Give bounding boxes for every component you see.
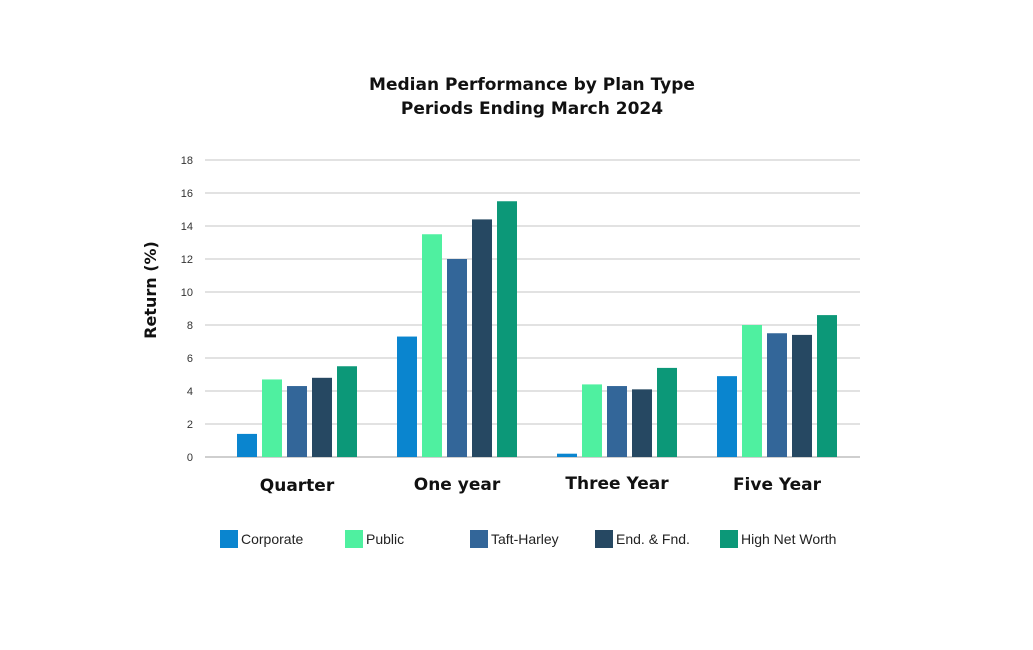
y-tick-label: 10	[181, 287, 193, 299]
legend-swatch	[720, 530, 738, 548]
bars	[237, 201, 837, 457]
bar	[472, 219, 492, 457]
y-tick-label: 6	[187, 353, 193, 365]
legend-swatch	[345, 530, 363, 548]
bar	[422, 234, 442, 457]
bar	[287, 386, 307, 457]
legend-label: High Net Worth	[741, 531, 836, 547]
y-tick-label: 8	[187, 320, 193, 332]
bar	[792, 334, 812, 457]
x-category-label: Three Year	[565, 474, 669, 494]
bar	[497, 201, 517, 457]
bar	[742, 325, 762, 457]
x-category-label: One year	[414, 475, 501, 495]
y-tick-label: 2	[187, 419, 193, 431]
bar	[767, 333, 787, 457]
bar	[817, 315, 837, 457]
y-tick-label: 12	[181, 254, 193, 266]
y-axis-title: Return (%)	[141, 241, 160, 339]
y-tick-label: 18	[181, 155, 193, 167]
legend-label: Public	[366, 531, 404, 547]
bar	[237, 433, 257, 457]
y-axis-ticks: 0 2 4 6 8 10 12 14 16 18	[181, 155, 193, 464]
bar	[717, 376, 737, 457]
x-category-label: Five Year	[733, 475, 822, 495]
bar	[632, 389, 652, 457]
chart-subtitle: Periods Ending March 2024	[401, 99, 663, 119]
bar	[262, 379, 282, 457]
legend-swatch	[595, 530, 613, 548]
bar	[557, 453, 577, 457]
y-tick-label: 14	[181, 221, 193, 233]
legend-label: End. & Fnd.	[616, 531, 690, 547]
legend-swatch	[470, 530, 488, 548]
legend: Corporate Public Taft-Harley End. & Fnd. Hig…	[220, 530, 836, 548]
bar	[582, 384, 602, 457]
bar	[337, 366, 357, 457]
legend-label: Corporate	[241, 531, 303, 547]
x-axis-categories: Quarter One year Three Year Five Year	[260, 474, 822, 496]
bar	[607, 386, 627, 457]
legend-label: Taft-Harley	[491, 531, 559, 547]
chart-title: Median Performance by Plan Type	[369, 75, 695, 95]
x-category-label: Quarter	[260, 476, 335, 496]
bar	[312, 377, 332, 457]
bar	[447, 259, 467, 457]
y-tick-label: 16	[181, 188, 193, 200]
legend-swatch	[220, 530, 238, 548]
bar	[397, 336, 417, 457]
y-tick-label: 4	[187, 386, 193, 398]
y-tick-label: 0	[187, 452, 193, 464]
bar	[657, 367, 677, 457]
